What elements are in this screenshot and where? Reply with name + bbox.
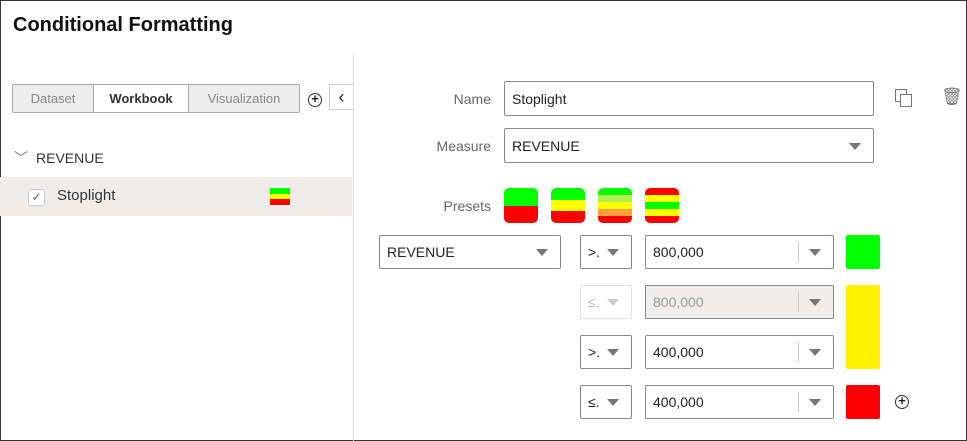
chevron-down-icon (809, 349, 821, 356)
threshold-input[interactable]: 800,000 (645, 235, 834, 269)
chevron-down-icon (607, 249, 619, 256)
chevron-down-icon (607, 399, 619, 406)
collapse-panel-button[interactable]: ‹ (329, 84, 353, 110)
chevron-down-icon (607, 299, 619, 306)
measure-label: Measure (436, 138, 491, 154)
presets (504, 188, 679, 223)
operator-select[interactable]: ≤. (580, 285, 632, 319)
list-item-stoplight[interactable] (0, 177, 352, 216)
name-label: Name (453, 91, 491, 107)
preset-3[interactable] (598, 188, 632, 223)
stoplight-swatch (270, 188, 290, 206)
measure-select[interactable]: REVENUE (504, 128, 874, 163)
dialog-title: Conditional Formatting (13, 14, 233, 36)
chevron-down-icon (849, 142, 861, 150)
color-swatch-green[interactable] (846, 235, 880, 269)
scope-tabs: Dataset Workbook Visualization (12, 84, 300, 113)
chevron-down-icon (809, 399, 821, 406)
add-threshold-icon[interactable]: + (895, 394, 909, 409)
chevron-down-icon (607, 349, 619, 356)
preset-2[interactable] (551, 188, 585, 223)
tree-group-revenue[interactable]: ﹀ REVENUE (14, 150, 104, 166)
copy-icon[interactable] (895, 89, 912, 107)
rule-measure-select[interactable]: REVENUE (379, 235, 561, 269)
chevron-down-icon (809, 299, 821, 306)
panel-divider (353, 55, 354, 441)
tab-visualization[interactable]: Visualization (189, 85, 299, 112)
color-swatch-yellow[interactable] (846, 285, 880, 369)
threshold-input[interactable]: 800,000 (645, 285, 834, 319)
threshold-input[interactable]: 400,000 (645, 385, 834, 419)
add-rule-icon[interactable]: + (308, 92, 322, 107)
operator-select[interactable]: >. (580, 335, 632, 369)
operator-select[interactable]: >. (580, 235, 632, 269)
name-input[interactable]: Stoplight (504, 81, 874, 116)
stoplight-checkbox[interactable]: ✓ (28, 189, 45, 206)
chevron-down-icon (809, 249, 821, 256)
color-swatch-red[interactable] (846, 385, 880, 419)
trash-icon[interactable]: 🗑 (941, 87, 963, 106)
presets-label: Presets (443, 198, 491, 214)
threshold-input[interactable]: 400,000 (645, 335, 834, 369)
operator-select[interactable]: ≤. (580, 385, 632, 419)
stoplight-label: Stoplight (57, 187, 116, 204)
preset-1[interactable] (504, 188, 538, 223)
preset-4[interactable] (645, 188, 679, 223)
chevron-down-icon: ﹀ (14, 150, 28, 166)
tab-dataset[interactable]: Dataset (13, 85, 94, 112)
tab-workbook[interactable]: Workbook (94, 85, 189, 112)
chevron-down-icon (536, 249, 548, 256)
